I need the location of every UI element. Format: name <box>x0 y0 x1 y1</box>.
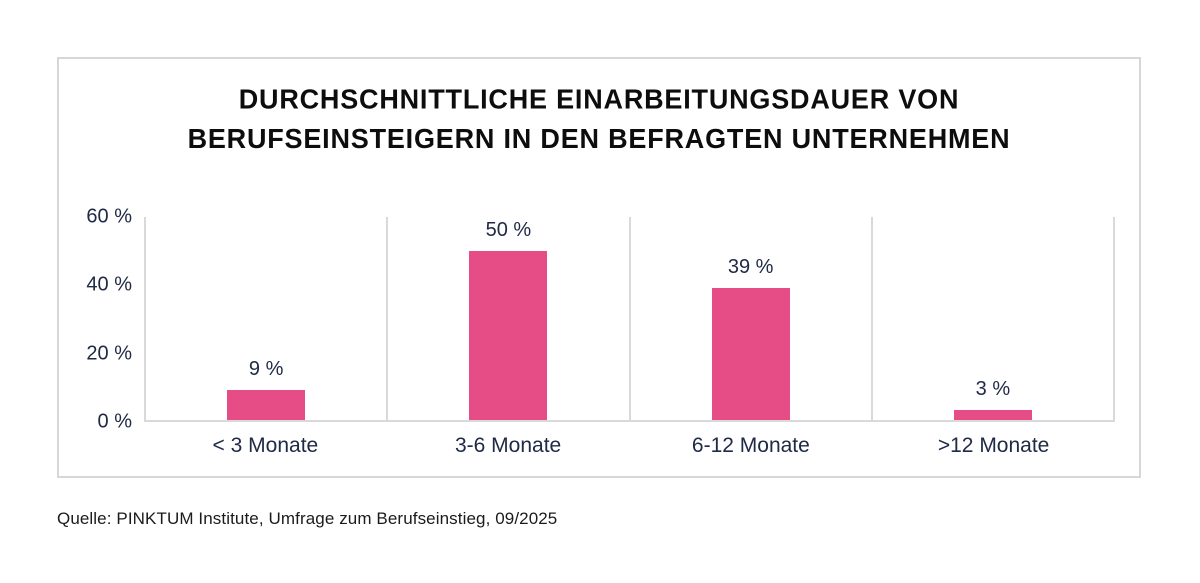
category-label: < 3 Monate <box>212 434 319 457</box>
bar-value-label: 9 % <box>248 357 284 380</box>
y-tick-label: 20 % <box>86 342 132 365</box>
bar <box>227 389 306 420</box>
category-column: 3 % <box>873 217 1113 420</box>
bar <box>469 250 548 420</box>
y-axis: 0 % 20 % 40 % 60 % <box>59 206 132 433</box>
bar-value-label: 50 % <box>485 218 532 241</box>
category-column: 9 % <box>146 217 389 420</box>
category-label: 3-6 Monate <box>455 434 562 457</box>
category-column: 39 % <box>631 217 873 420</box>
chart-title-line-2: BERUFSEINSTEIGERN IN DEN BEFRAGTEN UNTER… <box>187 123 1011 155</box>
x-axis-labels: < 3 Monate 3-6 Monate 6-12 Monate >12 Monat… <box>144 434 1115 458</box>
chart-card: DURCHSCHNITTLICHE EINARBEITUNGSDAUER VON… <box>57 57 1141 478</box>
y-tick-label: 40 % <box>86 273 132 296</box>
source-note: Quelle: PINKTUM Institute, Umfrage zum B… <box>57 509 558 528</box>
category-label: 6-12 Monate <box>691 434 810 457</box>
bar-value-label: 3 % <box>975 377 1011 400</box>
chart-title-line-1: DURCHSCHNITTLICHE EINARBEITUNGSDAUER VON <box>238 83 960 115</box>
y-tick-label: 60 % <box>86 205 132 228</box>
plot-area: 9 % 50 % 39 % 3 % <box>144 217 1115 422</box>
category-label: >12 Monate <box>937 434 1050 457</box>
category-column: 50 % <box>388 217 631 420</box>
y-tick-label: 0 % <box>97 410 132 433</box>
chart-title: DURCHSCHNITTLICHE EINARBEITUNGSDAUER VON… <box>59 79 1139 158</box>
bar <box>711 288 790 420</box>
bar-value-label: 39 % <box>727 256 774 279</box>
bar <box>953 409 1032 420</box>
